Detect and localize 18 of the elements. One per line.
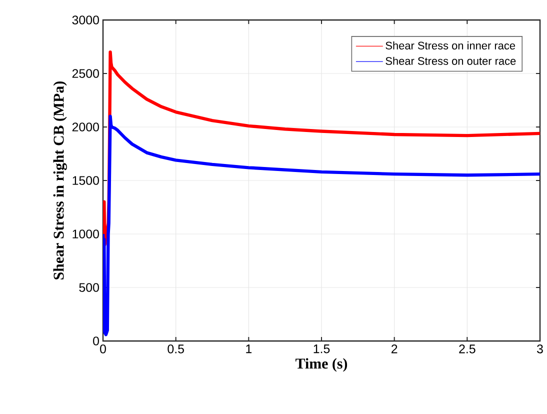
y-tick-label: 1500 — [72, 176, 99, 185]
x-axis-title: Time (s) — [296, 358, 348, 372]
y-tick-label: 2500 — [72, 69, 99, 78]
y-tick-label: 0 — [93, 336, 99, 346]
x-tick-label: 2 — [392, 344, 398, 354]
x-tick-label: 1 — [246, 344, 252, 354]
y-tick-label: 2000 — [72, 122, 99, 132]
x-tick-label: 0 — [100, 344, 106, 354]
y-tick-label: 1000 — [72, 230, 99, 238]
y-tick-label: 500 — [79, 283, 99, 292]
y-axis-title: Shear Stress in right CB (MPa) — [53, 81, 67, 280]
legend-label: Shear Stress on outer race — [386, 56, 516, 65]
x-tick-label: 1.5 — [314, 344, 330, 354]
y-tick-label: 3000 — [72, 16, 99, 24]
legend-label: Shear Stress on inner race — [386, 41, 516, 50]
x-tick-label: 2.5 — [459, 344, 476, 354]
x-tick-label: 0.5 — [168, 344, 184, 354]
x-tick-label: 3 — [537, 344, 543, 354]
